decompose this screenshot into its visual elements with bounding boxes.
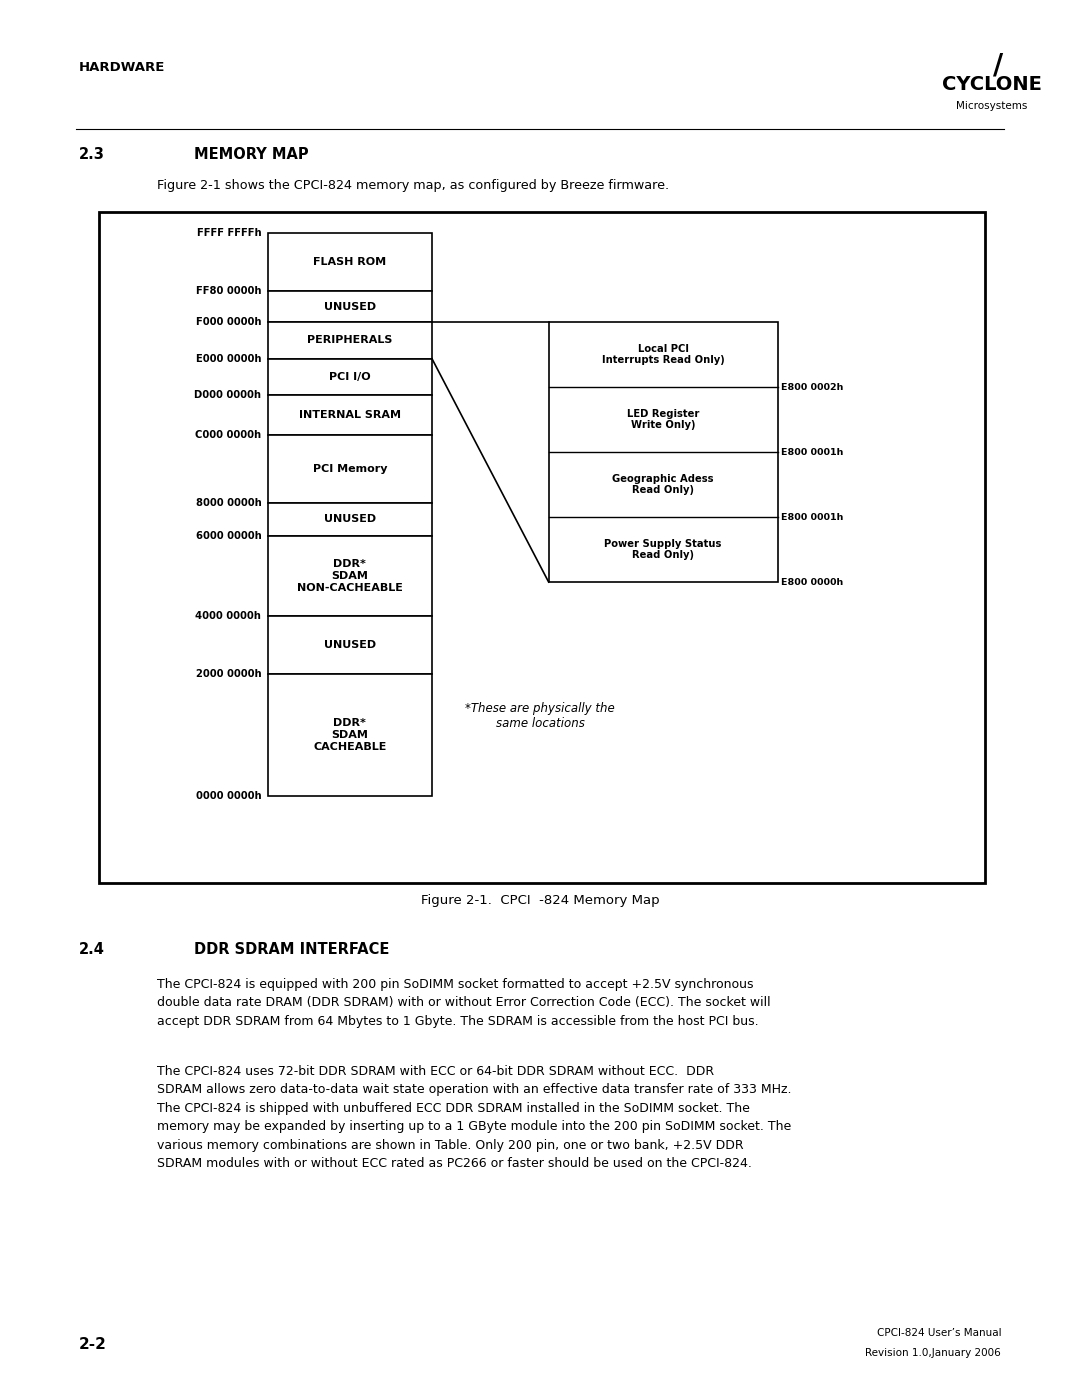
Bar — [99, 212, 985, 883]
Text: 8000 0000h: 8000 0000h — [195, 497, 261, 507]
Text: The CPCI-824 is equipped with 200 pin SoDIMM socket formatted to accept +2.5V sy: The CPCI-824 is equipped with 200 pin So… — [157, 978, 770, 1028]
Text: 0000 0000h: 0000 0000h — [195, 791, 261, 802]
Text: MEMORY MAP: MEMORY MAP — [194, 147, 309, 162]
Text: /: / — [993, 52, 1003, 80]
Text: DDR*
SDAM
CACHEABLE: DDR* SDAM CACHEABLE — [313, 718, 387, 752]
Text: C000 0000h: C000 0000h — [195, 430, 261, 440]
Bar — [268, 536, 432, 616]
Text: FFFF FFFFh: FFFF FFFFh — [197, 228, 261, 239]
Text: Figure 2-1 shows the CPCI-824 memory map, as configured by Breeze firmware.: Figure 2-1 shows the CPCI-824 memory map… — [157, 179, 669, 191]
Text: Revision 1.0,January 2006: Revision 1.0,January 2006 — [865, 1348, 1001, 1358]
Text: UNUSED: UNUSED — [324, 302, 376, 312]
Text: PCI I/O: PCI I/O — [329, 372, 370, 383]
Text: FF80 0000h: FF80 0000h — [195, 286, 261, 296]
Text: FLASH ROM: FLASH ROM — [313, 257, 387, 267]
Text: 2-2: 2-2 — [79, 1337, 107, 1352]
Text: E800 0000h: E800 0000h — [781, 577, 843, 587]
Text: Local PCI
Interrupts Read Only): Local PCI Interrupts Read Only) — [602, 344, 725, 366]
Text: E800 0001h: E800 0001h — [781, 513, 843, 521]
Text: E800 0001h: E800 0001h — [781, 447, 843, 457]
Text: DDR*
SDAM
NON-CACHEABLE: DDR* SDAM NON-CACHEABLE — [297, 559, 403, 592]
Text: CYCLONE: CYCLONE — [942, 75, 1041, 95]
Text: 4000 0000h: 4000 0000h — [195, 610, 261, 620]
Text: Microsystems: Microsystems — [956, 101, 1027, 110]
Text: 6000 0000h: 6000 0000h — [195, 531, 261, 541]
Text: D000 0000h: D000 0000h — [194, 390, 261, 401]
Text: Figure 2-1.  CPCI  -824 Memory Map: Figure 2-1. CPCI -824 Memory Map — [421, 894, 659, 907]
Bar — [268, 359, 432, 395]
Text: LED Register
Write Only): LED Register Write Only) — [626, 409, 700, 430]
Text: 2.4: 2.4 — [79, 942, 105, 957]
Text: HARDWARE: HARDWARE — [79, 61, 165, 74]
Bar — [268, 503, 432, 536]
Text: INTERNAL SRAM: INTERNAL SRAM — [299, 411, 401, 420]
Text: E800 0002h: E800 0002h — [781, 383, 843, 391]
Bar — [268, 233, 432, 292]
Bar — [268, 323, 432, 359]
Bar — [268, 395, 432, 436]
Bar — [268, 436, 432, 503]
Text: Geographic Adess
Read Only): Geographic Adess Read Only) — [612, 474, 714, 496]
Text: DDR SDRAM INTERFACE: DDR SDRAM INTERFACE — [194, 942, 390, 957]
Text: UNUSED: UNUSED — [324, 514, 376, 524]
Text: PCI Memory: PCI Memory — [313, 464, 387, 474]
Bar — [268, 673, 432, 796]
Text: 2.3: 2.3 — [79, 147, 105, 162]
Text: E000 0000h: E000 0000h — [195, 353, 261, 363]
Text: Power Supply Status
Read Only): Power Supply Status Read Only) — [605, 539, 721, 560]
Bar — [268, 292, 432, 323]
Text: UNUSED: UNUSED — [324, 640, 376, 650]
Text: *These are physically the
same locations: *These are physically the same locations — [465, 701, 615, 729]
Text: 2000 0000h: 2000 0000h — [195, 669, 261, 679]
Bar — [549, 323, 778, 583]
Text: The CPCI-824 uses 72-bit DDR SDRAM with ECC or 64-bit DDR SDRAM without ECC.  DD: The CPCI-824 uses 72-bit DDR SDRAM with … — [157, 1065, 791, 1171]
Bar — [268, 616, 432, 673]
Text: F000 0000h: F000 0000h — [195, 317, 261, 327]
Text: CPCI-824 User’s Manual: CPCI-824 User’s Manual — [877, 1329, 1001, 1338]
Text: PERIPHERALS: PERIPHERALS — [307, 335, 393, 345]
